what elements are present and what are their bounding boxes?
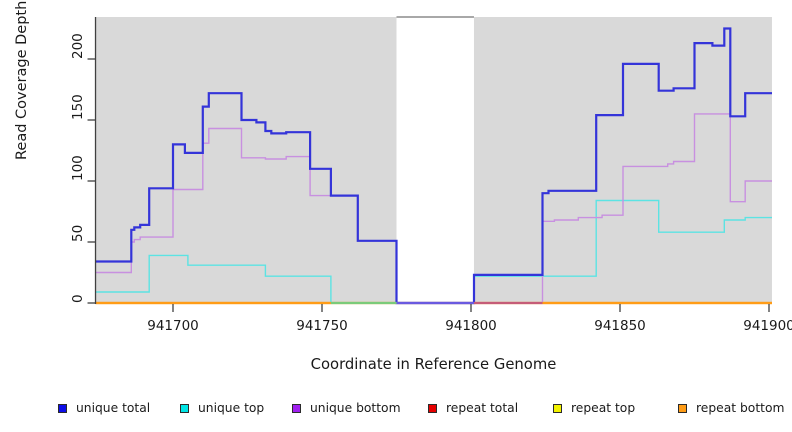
series-line-unique-total	[95, 27, 772, 305]
legend-swatch-icon	[428, 403, 437, 413]
legend-swatch-icon	[58, 403, 67, 413]
legend-swatch-icon	[678, 403, 687, 413]
x-tick-label: 941850	[594, 318, 646, 334]
masked-region	[396, 17, 474, 303]
legend-item-repeat-bottom: repeat bottom	[678, 399, 784, 417]
legend-item-unique-total: unique total	[58, 399, 150, 417]
legend-swatch-icon	[180, 403, 189, 413]
legend-label: unique total	[76, 401, 151, 415]
legend-item-unique-bottom: unique bottom	[292, 399, 401, 417]
x-tick-label: 941800	[445, 318, 497, 334]
legend-item-unique-top: unique top	[180, 399, 264, 417]
legend-label: repeat total	[446, 401, 519, 415]
legend: unique total unique top unique bottom repea…	[0, 399, 792, 419]
legend-swatch-icon	[553, 403, 562, 413]
legend-label: unique top	[198, 401, 265, 415]
x-tick-label: 941700	[147, 318, 199, 334]
legend-label: repeat top	[571, 401, 636, 415]
x-tick-label: 941900	[743, 318, 792, 334]
legend-item-repeat-top: repeat top	[553, 399, 635, 417]
legend-label: repeat bottom	[696, 401, 785, 415]
legend-item-repeat-total: repeat total	[428, 399, 518, 417]
legend-label: unique bottom	[310, 401, 401, 415]
x-axis-label: Coordinate in Reference Genome	[310, 356, 557, 373]
x-tick-label: 941750	[296, 318, 348, 334]
legend-swatch-icon	[292, 403, 301, 413]
